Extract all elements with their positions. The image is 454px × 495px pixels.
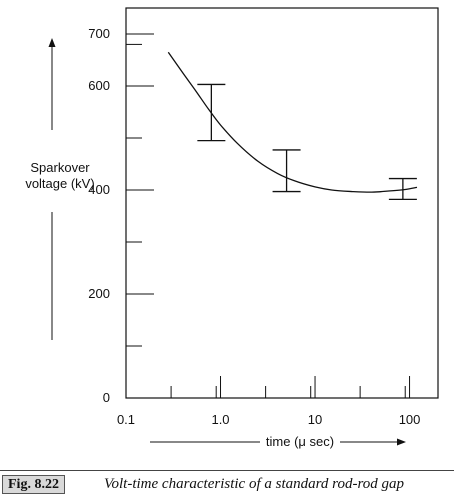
ylabel-line1: Sparkover xyxy=(30,160,90,175)
figure-number: Fig. 8.22 xyxy=(2,475,65,494)
caption-rule xyxy=(0,470,454,471)
volt-time-chart: 0 200 400 600 700 0.1 1.0 10 100 Sparkover volt… xyxy=(25,7,439,449)
figure-title: Volt-time characteristic of a standard r… xyxy=(104,476,404,492)
x-axis-ticks xyxy=(170,376,411,398)
figure-caption: Fig. 8.22 Volt-time characteristic of a … xyxy=(0,470,454,495)
x-tick-label: 100 xyxy=(399,412,421,427)
y-axis-ticks xyxy=(126,33,154,347)
y-tick-label: 200 xyxy=(88,286,110,301)
y-axis-tick-labels: 0 200 400 600 700 xyxy=(88,26,110,405)
x-tick-label: 1.0 xyxy=(211,412,229,427)
y-tick-label: 700 xyxy=(88,26,110,41)
y-tick-label: 400 xyxy=(88,182,110,197)
ylabel-line2: voltage (kV) xyxy=(25,176,94,191)
plot-frame xyxy=(125,7,439,399)
xlabel: time (μ sec) xyxy=(266,434,334,449)
x-axis-tick-labels: 0.1 1.0 10 100 xyxy=(117,412,420,427)
x-tick-label: 0.1 xyxy=(117,412,135,427)
series-curve xyxy=(167,51,418,193)
y-tick-label: 0 xyxy=(103,390,110,405)
ylabel-arrow-up-head xyxy=(48,38,56,47)
y-tick-label: 600 xyxy=(88,78,110,93)
x-tick-label: 10 xyxy=(308,412,322,427)
error-bars xyxy=(197,83,417,201)
xlabel-arrow-head xyxy=(397,438,406,446)
